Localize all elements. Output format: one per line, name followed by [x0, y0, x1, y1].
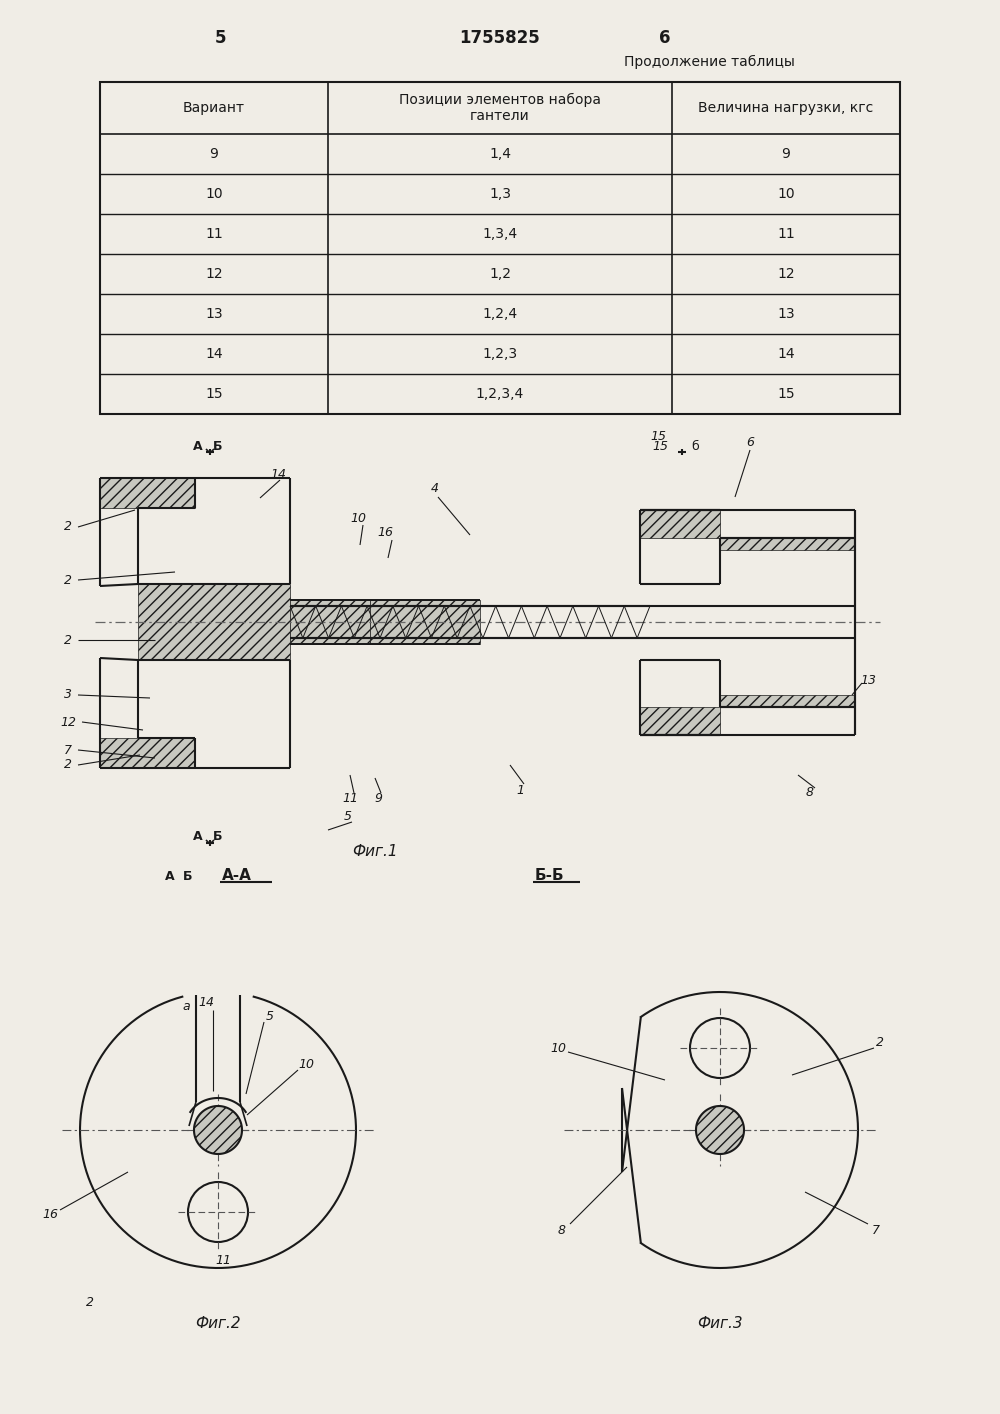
Text: 16: 16 — [377, 526, 393, 539]
Text: 7: 7 — [64, 744, 72, 756]
Text: 1,2: 1,2 — [489, 267, 511, 281]
Text: Б: Б — [213, 830, 223, 843]
Text: 11: 11 — [342, 792, 358, 805]
Text: Вариант: Вариант — [183, 100, 245, 115]
Text: 13: 13 — [777, 307, 795, 321]
Text: б: б — [691, 440, 699, 452]
Text: 10: 10 — [777, 187, 795, 201]
Text: Фиг.1: Фиг.1 — [352, 844, 398, 860]
Text: 9: 9 — [210, 147, 218, 161]
Text: Фиг.2: Фиг.2 — [195, 1315, 241, 1331]
Bar — [138, 584, 290, 660]
Bar — [290, 600, 370, 643]
Text: А: А — [193, 440, 203, 452]
Text: 1,3: 1,3 — [489, 187, 511, 201]
Text: 4: 4 — [431, 482, 439, 495]
Text: 12: 12 — [777, 267, 795, 281]
Text: 2: 2 — [64, 574, 72, 587]
Bar — [640, 707, 720, 735]
Text: 5: 5 — [344, 809, 352, 823]
Bar — [720, 537, 855, 550]
Text: 10: 10 — [205, 187, 223, 201]
Text: 1,2,3: 1,2,3 — [482, 346, 518, 361]
Text: 10: 10 — [298, 1059, 314, 1072]
Text: 1,4: 1,4 — [489, 147, 511, 161]
Text: 12: 12 — [205, 267, 223, 281]
Text: Продолжение таблицы: Продолжение таблицы — [624, 55, 795, 69]
Polygon shape — [696, 1106, 744, 1154]
Text: а: а — [182, 1001, 190, 1014]
Text: 9: 9 — [782, 147, 790, 161]
Text: 1,2,3,4: 1,2,3,4 — [476, 387, 524, 402]
Bar — [640, 510, 720, 537]
Text: 2: 2 — [86, 1297, 94, 1309]
Text: 7: 7 — [872, 1223, 880, 1236]
Bar — [100, 738, 195, 768]
Text: 2: 2 — [64, 633, 72, 646]
Text: 11: 11 — [215, 1253, 231, 1267]
Text: 14: 14 — [270, 468, 286, 481]
Bar — [100, 478, 195, 508]
Text: 6: 6 — [746, 436, 754, 448]
Text: Фиг.3: Фиг.3 — [697, 1315, 743, 1331]
Text: 14: 14 — [777, 346, 795, 361]
Text: 8: 8 — [558, 1223, 566, 1236]
Text: А: А — [165, 870, 175, 882]
Text: 3: 3 — [64, 689, 72, 701]
Text: 13: 13 — [205, 307, 223, 321]
Text: 2: 2 — [64, 520, 72, 533]
Text: 10: 10 — [550, 1042, 566, 1055]
Text: 12: 12 — [60, 715, 76, 728]
Text: 15: 15 — [205, 387, 223, 402]
Text: Б-Б: Б-Б — [535, 868, 565, 884]
Text: 9: 9 — [374, 792, 382, 805]
Text: 2: 2 — [64, 758, 72, 772]
Text: 1,3,4: 1,3,4 — [482, 228, 518, 240]
Text: 11: 11 — [777, 228, 795, 240]
Text: 5: 5 — [266, 1011, 274, 1024]
Text: 10: 10 — [350, 512, 366, 525]
Text: А: А — [193, 830, 203, 843]
Text: 1: 1 — [516, 783, 524, 796]
Text: 13: 13 — [860, 673, 876, 687]
Text: 2: 2 — [876, 1035, 884, 1049]
Text: 14: 14 — [205, 346, 223, 361]
Polygon shape — [194, 1106, 242, 1154]
Text: 1755825: 1755825 — [460, 30, 540, 47]
Text: Б: Б — [183, 870, 193, 882]
Text: 14: 14 — [198, 995, 214, 1008]
Bar — [720, 696, 855, 707]
Bar — [100, 82, 900, 414]
Text: 15: 15 — [652, 440, 668, 452]
Text: Величина нагрузки, кгс: Величина нагрузки, кгс — [698, 100, 874, 115]
Bar — [370, 600, 480, 643]
Text: 1,2,4: 1,2,4 — [482, 307, 518, 321]
Text: Позиции элементов набора
гантели: Позиции элементов набора гантели — [399, 93, 601, 123]
Text: 6: 6 — [659, 30, 671, 47]
Text: 15: 15 — [777, 387, 795, 402]
Text: 8: 8 — [806, 786, 814, 799]
Text: 15: 15 — [650, 430, 666, 443]
Text: 5: 5 — [214, 30, 226, 47]
Text: Б: Б — [213, 440, 223, 452]
Text: A-A: A-A — [222, 868, 252, 884]
Text: 11: 11 — [205, 228, 223, 240]
Text: 16: 16 — [42, 1209, 58, 1222]
